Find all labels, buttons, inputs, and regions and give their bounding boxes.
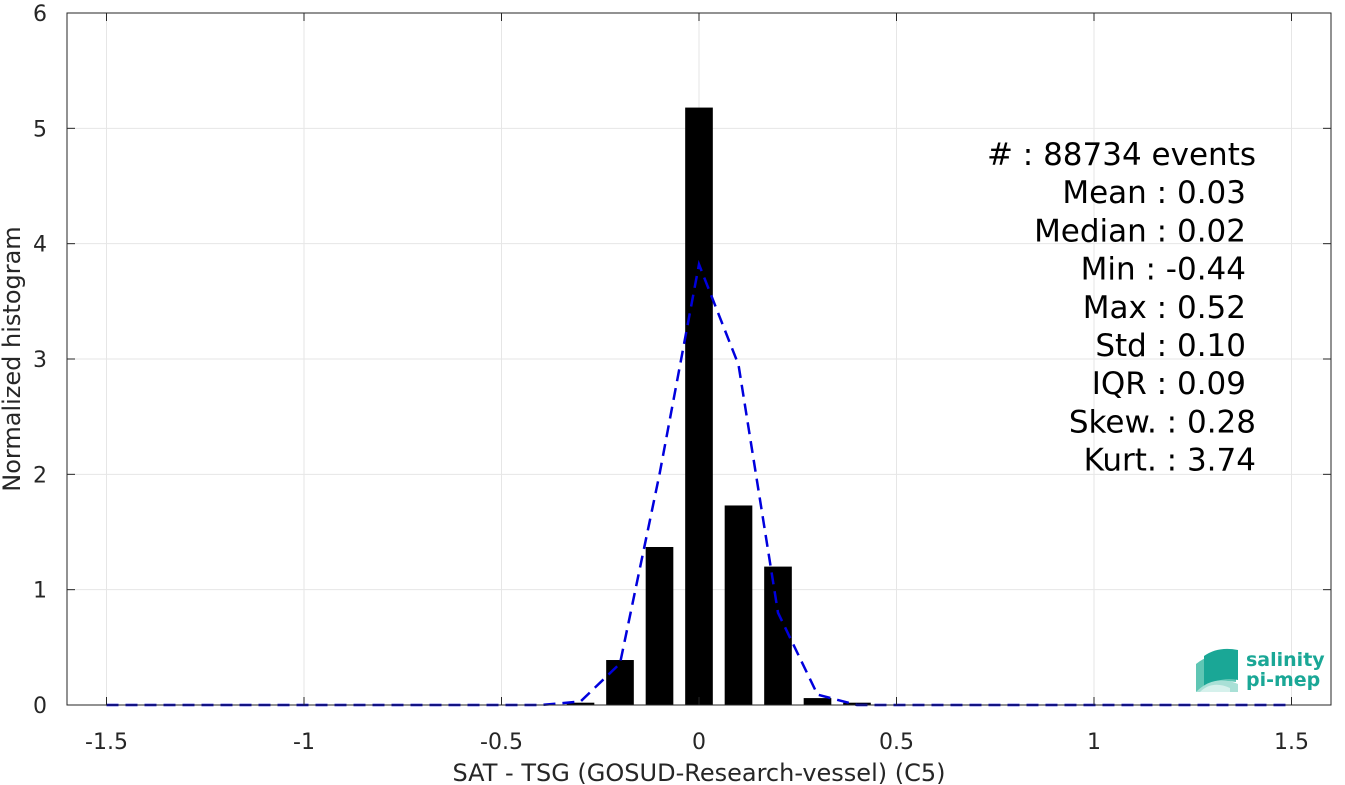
histogram-bar: [566, 702, 595, 705]
histogram-bar: [724, 505, 753, 705]
y-tick-label: 0: [33, 694, 47, 719]
stats-line: IQR : 0.09: [1092, 366, 1246, 402]
y-tick-label: 4: [33, 233, 47, 258]
y-tick-label: 1: [33, 579, 47, 604]
stats-line: Skew. : 0.28: [1069, 404, 1256, 440]
stats-line: Median : 0.02: [1034, 213, 1246, 249]
stats-line: Max : 0.52: [1083, 290, 1246, 326]
x-tick-label: -1.5: [85, 730, 128, 755]
wave-logo-icon: [1196, 648, 1238, 692]
y-tick-label: 2: [33, 463, 47, 488]
stats-line: Std : 0.10: [1095, 328, 1246, 364]
histogram-bar: [764, 566, 792, 705]
histogram-bar: [606, 660, 634, 705]
logo-line-1: salinity: [1246, 649, 1325, 671]
salinity-pi-mep-logo: salinity pi-mep: [1196, 648, 1325, 692]
histogram-bar: [685, 107, 713, 705]
x-axis-label: SAT - TSG (GOSUD-Research-vessel) (C5): [453, 759, 946, 785]
histogram-bars: [566, 107, 871, 705]
stats-line: # : 88734 events: [987, 137, 1256, 173]
x-tick-label: -0.5: [480, 730, 523, 755]
x-tick-label: 0.5: [879, 730, 914, 755]
stats-line: Min : -0.44: [1081, 252, 1246, 288]
y-axis-label: Normalized histogram: [0, 226, 26, 491]
x-tick-label: -1: [293, 730, 315, 755]
x-tick-label: 0: [692, 730, 706, 755]
stats-line: Mean : 0.03: [1062, 175, 1246, 211]
logo-line-2: pi-mep: [1246, 669, 1320, 691]
x-tick-label: 1.5: [1274, 730, 1309, 755]
histogram-bar: [803, 698, 832, 705]
x-tick-label: 1: [1087, 730, 1101, 755]
y-tick-label: 5: [33, 117, 47, 142]
y-tick-label: 3: [33, 348, 47, 373]
y-tick-label: 6: [33, 2, 47, 27]
stats-line: Kurt. : 3.74: [1084, 443, 1256, 479]
y-axis-ticks: 0 1 2 3 4 5 6: [33, 2, 1331, 719]
histogram-bar: [645, 546, 674, 705]
x-axis-ticks: -1.5 -1 -0.5 0 0.5 1 1.5: [85, 13, 1309, 755]
